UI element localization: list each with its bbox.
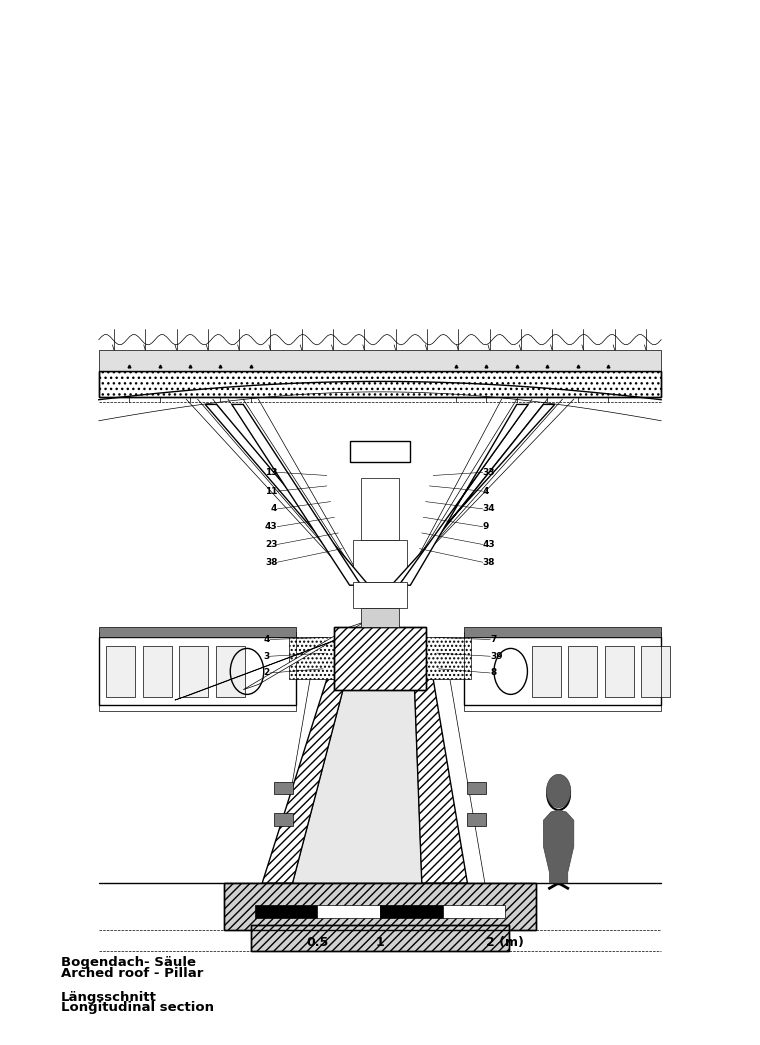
Bar	[179, 646, 208, 697]
Bar	[99, 632, 296, 711]
Bar	[353, 540, 407, 582]
Bar	[318, 905, 380, 918]
Bar	[224, 883, 536, 930]
Bar	[464, 632, 661, 711]
Polygon shape	[293, 679, 422, 883]
Text: 43: 43	[264, 522, 277, 531]
Polygon shape	[175, 632, 357, 700]
Text: 43: 43	[483, 540, 496, 549]
Text: 23: 23	[265, 540, 277, 549]
Bar	[99, 350, 661, 371]
Polygon shape	[399, 404, 528, 585]
Text: Arched roof - Pillar: Arched roof - Pillar	[61, 967, 203, 979]
Bar	[251, 925, 509, 951]
Text: 9: 9	[483, 522, 489, 531]
Text: 0.5: 0.5	[306, 936, 328, 949]
Bar	[224, 883, 536, 930]
Circle shape	[546, 774, 571, 808]
Bar	[532, 646, 561, 697]
Bar	[274, 813, 293, 826]
Text: 4: 4	[271, 505, 277, 513]
Bar	[353, 582, 407, 608]
Text: 38: 38	[265, 558, 277, 566]
Bar	[350, 441, 410, 462]
Text: 3: 3	[264, 652, 270, 660]
Bar	[334, 627, 426, 690]
Bar	[143, 646, 172, 697]
Bar	[251, 925, 509, 951]
Bar	[255, 905, 318, 918]
Text: Längsschnitt: Längsschnitt	[61, 991, 157, 1003]
Text: 38: 38	[483, 558, 495, 566]
Text: 8: 8	[490, 669, 496, 677]
Text: 4: 4	[483, 487, 489, 495]
Bar	[467, 782, 486, 794]
Text: 1: 1	[375, 936, 385, 949]
Text: Bogendach- Säule: Bogendach- Säule	[61, 956, 196, 969]
Bar	[641, 646, 670, 697]
Bar	[361, 608, 399, 627]
Polygon shape	[243, 622, 365, 690]
Polygon shape	[543, 810, 574, 883]
Bar	[99, 637, 296, 705]
Bar	[442, 905, 505, 918]
Polygon shape	[391, 404, 555, 585]
Text: 39: 39	[490, 652, 503, 660]
Bar	[426, 637, 471, 679]
Bar	[568, 646, 597, 697]
Bar	[380, 905, 442, 918]
Text: 2 (m): 2 (m)	[486, 936, 524, 949]
Bar	[464, 627, 661, 637]
Bar	[106, 646, 135, 697]
Bar	[274, 782, 293, 794]
Polygon shape	[232, 404, 361, 585]
Bar	[467, 813, 486, 826]
Text: 2: 2	[264, 669, 270, 677]
Bar	[289, 637, 334, 679]
Polygon shape	[414, 679, 467, 883]
Bar	[99, 627, 296, 637]
Text: 11: 11	[265, 487, 277, 495]
Circle shape	[547, 779, 570, 810]
Bar	[334, 627, 426, 690]
Bar	[464, 637, 661, 705]
Text: Longitudinal section: Longitudinal section	[61, 1001, 214, 1014]
Bar	[605, 646, 634, 697]
Polygon shape	[205, 404, 369, 585]
Text: 13: 13	[265, 468, 277, 477]
Bar	[361, 478, 399, 540]
Text: 7: 7	[490, 635, 496, 644]
Text: 33: 33	[483, 468, 495, 477]
Bar	[99, 371, 661, 397]
Text: 34: 34	[483, 505, 496, 513]
Text: 4: 4	[264, 635, 270, 644]
Bar	[99, 371, 661, 397]
Bar	[216, 646, 245, 697]
Polygon shape	[262, 679, 346, 883]
